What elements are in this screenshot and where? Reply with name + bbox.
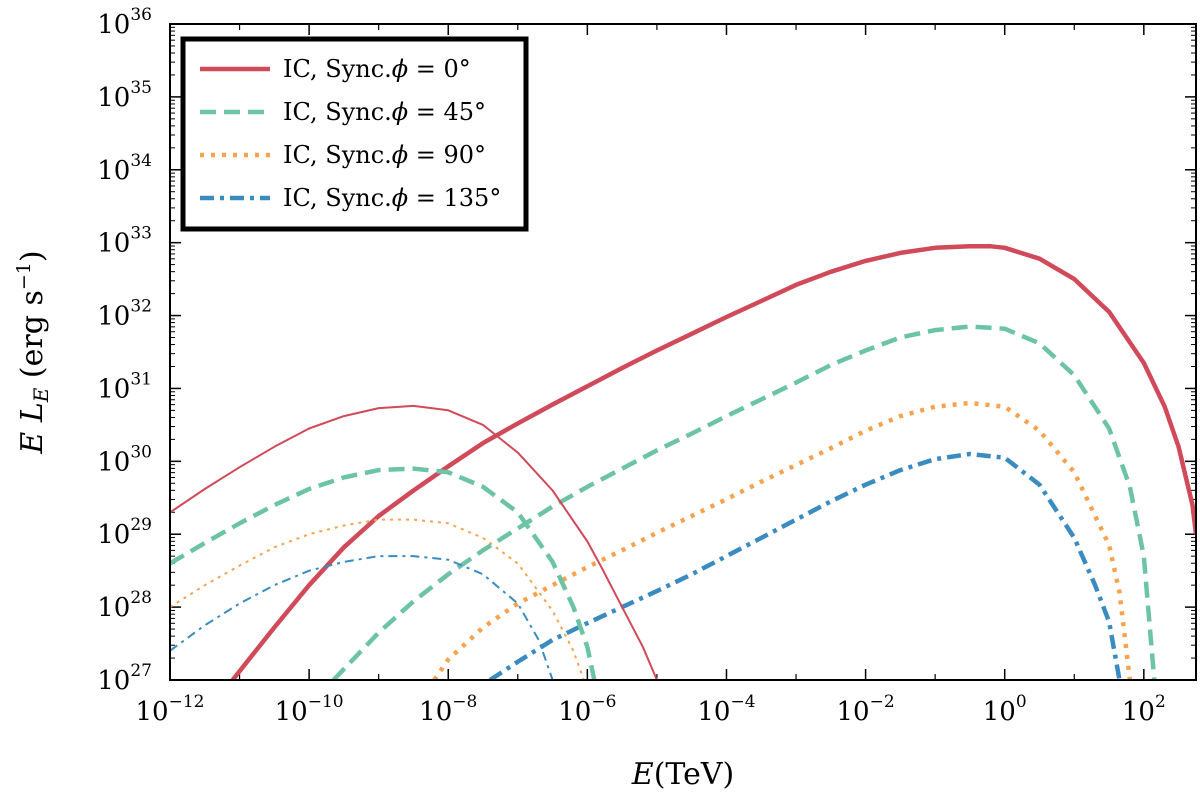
legend-label: IC, Sync. [283,55,392,83]
series-line-ic-90 [432,400,1133,680]
legend-label: IC, Sync. [283,184,392,212]
series-line-sync-135 [170,555,554,680]
y-axis-label-l: L [15,402,50,423]
y-axis-label: E LE (erg s−1) [13,250,53,454]
y-tick-label: 1035 [97,78,152,113]
legend-entry: IC, Sync.ϕ = 90° [200,141,486,169]
y-tick-label: 1031 [97,369,152,404]
x-tick-label: 100 [983,692,1027,727]
y-axis-label-unit: (erg s [15,290,50,378]
svg-text:IC, Sync.ϕ = 90°: IC, Sync.ϕ = 90° [283,141,486,169]
y-tick-label: 1036 [97,5,152,40]
legend-phi: ϕ [392,55,408,83]
legend-entry: IC, Sync.ϕ = 0° [200,55,471,83]
legend-eq: = [408,141,443,169]
legend-angle: 45° [444,98,487,126]
y-tick-label: 1027 [97,661,152,696]
x-axis-label: E(TeV) [631,757,734,792]
legend: IC, Sync.ϕ = 0° IC, Sync.ϕ = 45° IC, Syn… [180,36,529,232]
x-tick-label: 10−4 [697,692,755,727]
y-tick-label: 1029 [97,515,152,550]
svg-text:IC, Sync.ϕ = 135°: IC, Sync.ϕ = 135° [283,184,501,212]
x-axis-label-var: E [631,757,654,792]
svg-text:IC, Sync.ϕ = 0°: IC, Sync.ϕ = 0° [283,55,471,83]
x-tick-label: 102 [1122,692,1166,727]
legend-entry: IC, Sync.ϕ = 135° [200,184,501,212]
legend-label: IC, Sync. [283,141,392,169]
y-tick-label: 1034 [97,151,152,186]
legend-phi: ϕ [392,141,408,169]
y-tick-label: 1030 [97,442,152,477]
legend-phi: ϕ [392,98,408,126]
series-line-sync-45 [170,466,597,680]
x-tick-labels: 10−12 10−10 10−8 10−6 10−4 10−2 100 102 [136,692,1166,727]
legend-eq: = [408,184,443,212]
series-line-ic-135 [488,451,1122,680]
y-tick-labels: 1027 1028 1029 1030 1031 1032 1033 1034 1035 1036 [97,5,152,696]
legend-entry: IC, Sync.ϕ = 45° [200,98,486,126]
legend-eq: = [408,55,443,83]
y-tick-label: 1032 [97,297,152,332]
y-axis-label-sub: E [29,387,53,403]
legend-angle: 90° [444,141,487,169]
legend-angle: 0° [444,55,471,83]
legend-label: IC, Sync. [283,98,392,126]
y-tick-label: 1033 [97,224,152,259]
legend-eq: = [408,98,443,126]
x-tick-label: 10−12 [136,692,205,727]
x-tick-label: 10−6 [558,692,616,727]
series-line-ic-0 [230,244,1196,680]
series-line-sync-90 [170,518,585,680]
x-tick-label: 10−8 [419,692,477,727]
legend-angle: 135° [444,184,502,212]
x-tick-label: 10−10 [275,692,344,727]
y-tick-label: 1028 [97,588,152,623]
y-axis-label-e: E [15,432,50,455]
y-axis-label-close: ) [15,250,50,262]
series-line-sync-0 [170,404,658,680]
y-axis-label-exp: −1 [13,262,35,290]
x-tick-label: 10−2 [837,692,895,727]
x-axis-label-unit: (TeV) [654,757,735,792]
series-line-ic-45 [331,324,1157,680]
series-layer [170,244,1196,680]
svg-text:IC, Sync.ϕ = 45°: IC, Sync.ϕ = 45° [283,98,486,126]
plot-frame [169,23,1197,681]
legend-phi: ϕ [392,184,408,212]
